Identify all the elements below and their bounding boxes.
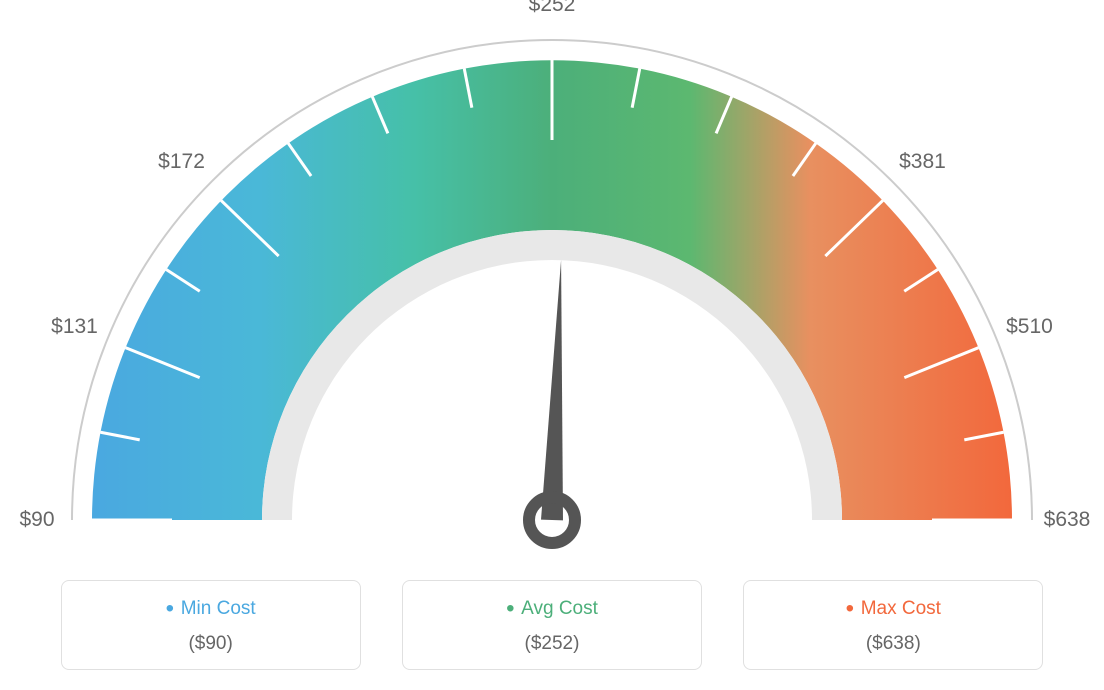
gauge-chart-container: $90 $131 $172 $252 $381 $510 $638 Min Cost ($9… [0, 0, 1104, 690]
gauge-tick-label: $90 [19, 508, 54, 532]
gauge-area: $90 $131 $172 $252 $381 $510 $638 [0, 0, 1104, 560]
gauge-tick-label: $381 [899, 150, 946, 174]
gauge-tick-label: $252 [529, 0, 576, 17]
legend-avg-label: Avg Cost [423, 595, 681, 623]
legend-min-value: ($90) [82, 633, 340, 655]
legend-max: Max Cost ($638) [743, 580, 1043, 670]
gauge-svg [0, 0, 1104, 560]
gauge-needle [541, 260, 563, 520]
gauge-tick-label: $638 [1044, 508, 1091, 532]
gauge-tick-label: $131 [51, 315, 98, 339]
legend-max-label: Max Cost [764, 595, 1022, 623]
legend-row: Min Cost ($90) Avg Cost ($252) Max Cost … [0, 580, 1104, 670]
legend-avg: Avg Cost ($252) [402, 580, 702, 670]
legend-min-label: Min Cost [82, 595, 340, 623]
gauge-tick-label: $172 [158, 150, 205, 174]
legend-min: Min Cost ($90) [61, 580, 361, 670]
gauge-tick-label: $510 [1006, 315, 1053, 339]
legend-max-value: ($638) [764, 633, 1022, 655]
legend-avg-value: ($252) [423, 633, 681, 655]
